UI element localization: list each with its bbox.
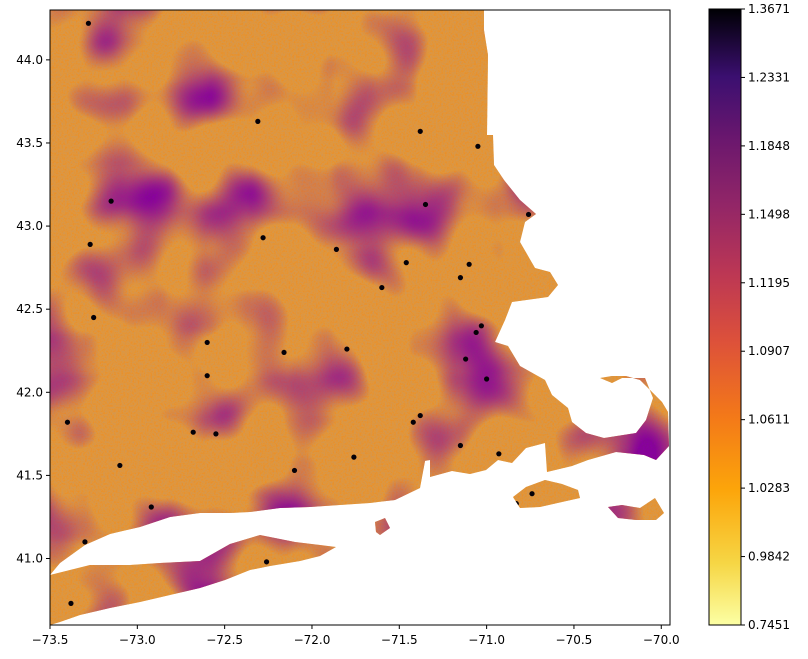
city-point bbox=[117, 462, 123, 469]
city-point bbox=[255, 118, 261, 124]
city-point bbox=[496, 451, 502, 457]
axes-frame bbox=[49, 9, 671, 626]
city-point bbox=[260, 235, 266, 241]
x-tick-label: −71.0 bbox=[468, 633, 505, 647]
city-point bbox=[190, 429, 196, 435]
colorbar-tick-label: 0.7451 bbox=[748, 618, 790, 632]
city-point bbox=[85, 20, 92, 26]
x-tick-label: −72.0 bbox=[294, 633, 331, 647]
city-point bbox=[263, 559, 270, 565]
colorbar-tick-label: 1.1195 bbox=[748, 276, 790, 290]
colorbar-tick-label: 1.1848 bbox=[748, 139, 790, 153]
city-point bbox=[473, 329, 479, 336]
colorbar-tick-label: 1.1498 bbox=[748, 207, 790, 221]
city-point bbox=[379, 284, 385, 291]
city-point bbox=[148, 504, 154, 510]
x-tick-label: −73.5 bbox=[32, 633, 69, 647]
city-point bbox=[108, 198, 114, 204]
y-tick-label: 42.0 bbox=[16, 385, 43, 399]
colorbar-tick-label: 1.0283 bbox=[748, 481, 790, 495]
city-point bbox=[68, 600, 74, 606]
y-tick-label: 41.5 bbox=[16, 468, 43, 482]
city-point bbox=[478, 323, 484, 329]
city-point bbox=[525, 211, 532, 218]
y-tick-label: 43.5 bbox=[16, 136, 43, 150]
city-point bbox=[281, 349, 287, 356]
city-point bbox=[422, 201, 429, 208]
y-tick-label: 42.5 bbox=[16, 302, 43, 316]
x-axis: −73.5 −73.0 −72.5 −72.0 −71.5 −71.0 −70.5 −70.0 bbox=[32, 625, 680, 647]
colorbar-tick-label: 1.2331 bbox=[748, 70, 790, 84]
y-tick-label: 41.0 bbox=[16, 552, 43, 566]
city-point bbox=[291, 467, 298, 474]
city-point bbox=[333, 246, 340, 252]
city-point bbox=[417, 412, 423, 419]
city-point bbox=[344, 346, 350, 352]
city-point bbox=[457, 442, 464, 449]
city-point bbox=[463, 356, 469, 362]
city-point bbox=[64, 419, 71, 425]
city-point bbox=[351, 454, 357, 460]
city-point bbox=[466, 261, 472, 267]
colorbar-tick-label: 1.0611 bbox=[748, 413, 790, 427]
colorbar-tick-label: 1.0907 bbox=[748, 344, 790, 358]
x-tick-label: −72.5 bbox=[206, 633, 243, 647]
colorbar-axis: 0.7451 0.9842 1.0283 1.0611 1.0907 1.1195 1.14… bbox=[741, 2, 790, 632]
x-tick-label: −70.0 bbox=[643, 633, 680, 647]
city-point bbox=[204, 339, 210, 346]
city-point bbox=[475, 143, 481, 149]
y-tick-label: 43.0 bbox=[16, 219, 43, 233]
x-tick-label: −71.5 bbox=[381, 633, 418, 647]
x-tick-label: −73.0 bbox=[119, 633, 156, 647]
city-point bbox=[87, 241, 93, 247]
city-point bbox=[403, 260, 409, 266]
y-tick-label: 44.0 bbox=[16, 53, 43, 67]
colorbar-tick-label: 0.9842 bbox=[748, 550, 790, 564]
city-point bbox=[417, 128, 423, 134]
colorbar bbox=[708, 8, 742, 626]
city-point bbox=[213, 431, 219, 437]
y-axis: 41.0 41.5 42.0 42.5 43.0 43.5 44.0 bbox=[16, 53, 50, 566]
city-point bbox=[91, 314, 97, 321]
city-point bbox=[529, 491, 535, 497]
city-point bbox=[204, 373, 210, 379]
colorbar-tick-label: 1.3671 bbox=[748, 2, 790, 16]
city-point bbox=[410, 419, 416, 425]
x-tick-label: −70.5 bbox=[556, 633, 593, 647]
city-point bbox=[457, 275, 464, 281]
city-point bbox=[484, 376, 490, 382]
city-point bbox=[82, 539, 88, 545]
